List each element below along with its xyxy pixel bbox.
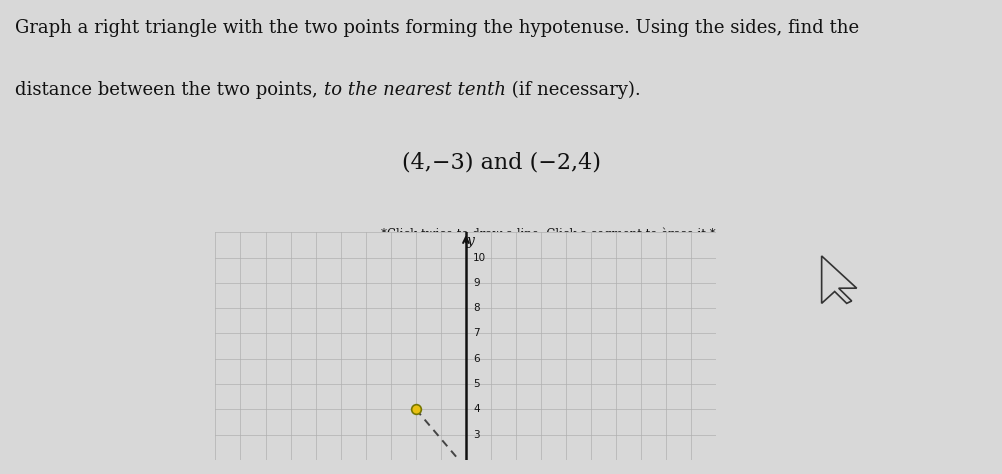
Text: 3: 3	[473, 429, 480, 439]
Text: 5: 5	[473, 379, 480, 389]
Text: 10: 10	[473, 253, 486, 263]
Text: to the nearest tenth: to the nearest tenth	[324, 81, 506, 99]
Text: Graph a right triangle with the two points forming the hypotenuse. Using the sid: Graph a right triangle with the two poin…	[15, 19, 859, 37]
Text: (if necessary).: (if necessary).	[506, 81, 640, 99]
Text: 6: 6	[473, 354, 480, 364]
Text: y: y	[467, 234, 474, 247]
Text: (4,−3) and (−2,4): (4,−3) and (−2,4)	[402, 152, 600, 173]
Text: distance between the two points,: distance between the two points,	[15, 81, 324, 99]
Text: 9: 9	[473, 278, 480, 288]
Text: 7: 7	[473, 328, 480, 338]
Text: 8: 8	[473, 303, 480, 313]
Text: *Click twice to draw a line. Click a segment to èrase it.*: *Click twice to draw a line. Click a seg…	[381, 228, 715, 241]
Text: 4: 4	[473, 404, 480, 414]
